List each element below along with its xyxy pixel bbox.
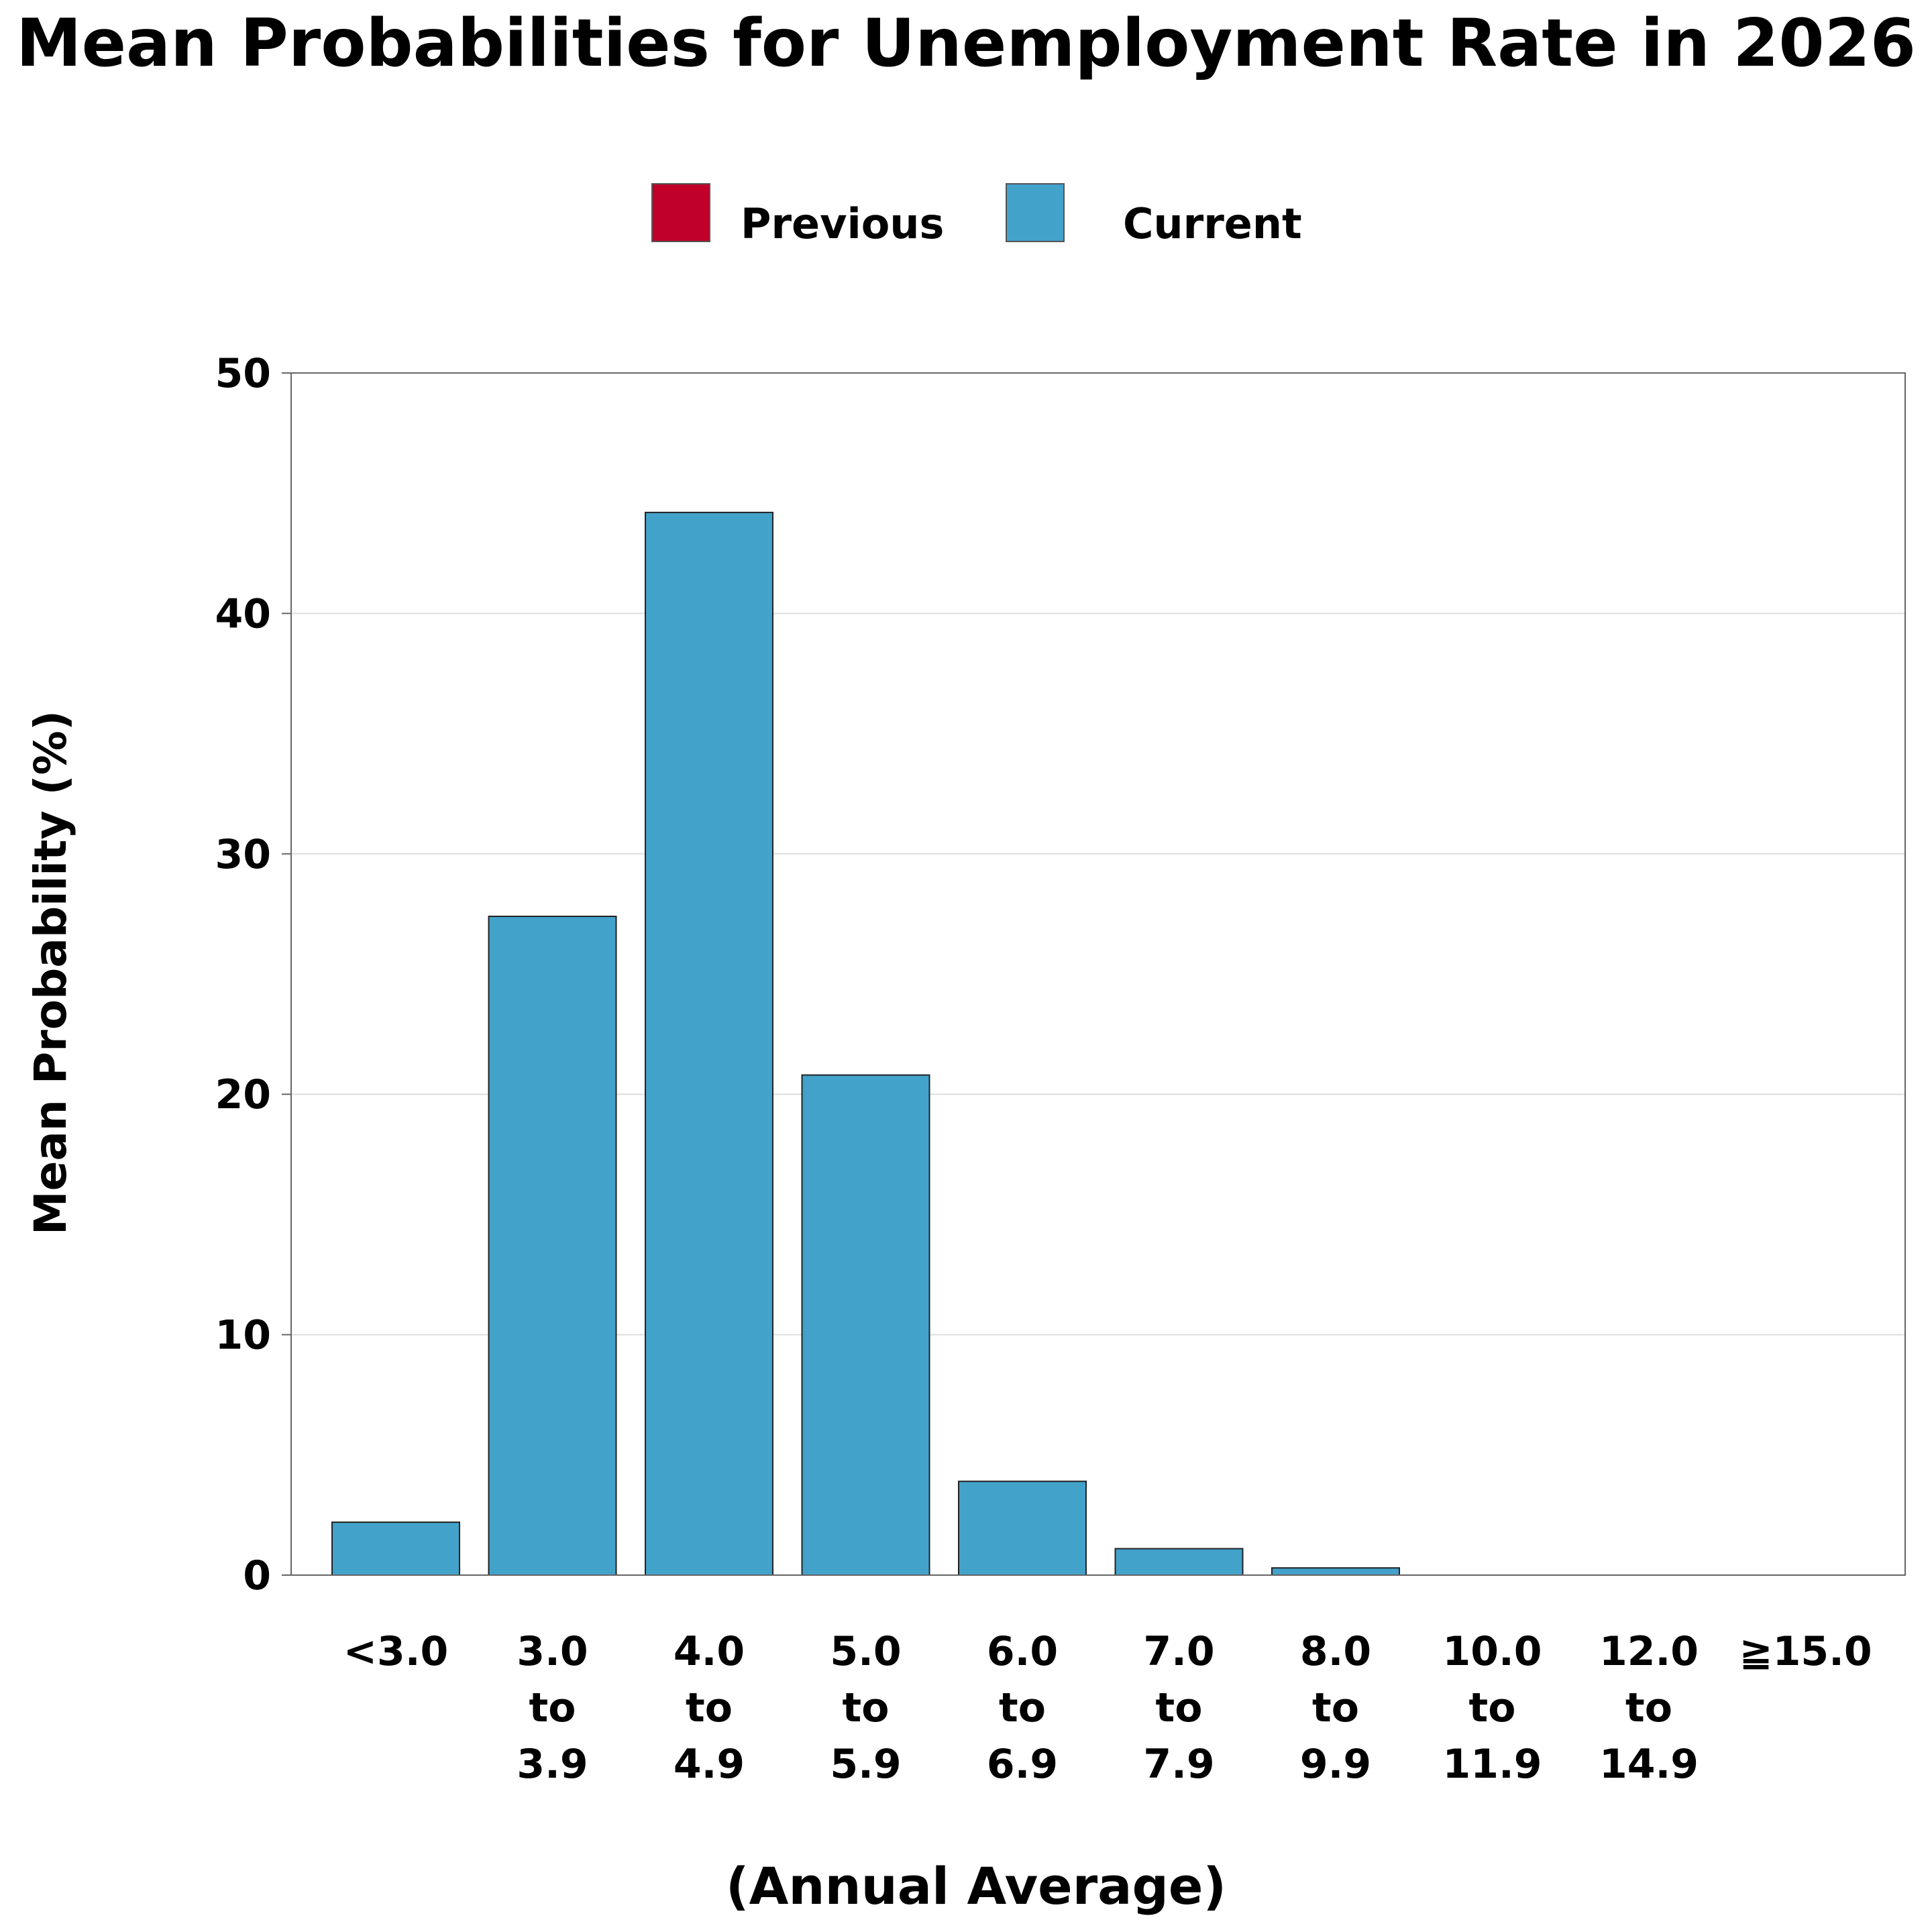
bar-current-0 — [331, 1521, 460, 1576]
x-category-line: 8.0 — [1300, 1628, 1371, 1675]
x-category-line: 11.9 — [1442, 1741, 1542, 1788]
plot-frame — [290, 372, 1906, 1576]
x-category-label: 10.0 to 11.9 — [1442, 1628, 1542, 1788]
x-category-label: 5.0 to 5.9 — [830, 1628, 901, 1788]
x-category-label: <3.0 — [343, 1628, 449, 1675]
x-category-line: 4.0 — [674, 1628, 745, 1675]
x-axis-label: (Annual Average) — [726, 1856, 1226, 1916]
y-axis-label: Mean Probability (%) — [25, 710, 76, 1235]
x-category-line: 5.9 — [830, 1741, 901, 1788]
bar-current-5 — [1114, 1548, 1244, 1576]
x-category-line: to — [1156, 1684, 1203, 1731]
bar-current-3 — [801, 1074, 930, 1576]
legend-label-previous: Previous — [741, 199, 944, 248]
legend-swatch-previous — [651, 183, 710, 242]
x-category-line: 3.0 — [517, 1628, 588, 1675]
x-category-line: 3.9 — [517, 1741, 588, 1788]
y-tick-label: 20 — [215, 1071, 272, 1118]
x-category-line: ≧15.0 — [1739, 1628, 1872, 1675]
x-category-label: ≧15.0 — [1739, 1628, 1872, 1675]
x-category-line: 9.9 — [1300, 1741, 1371, 1788]
x-category-label: 7.0 to 7.9 — [1143, 1628, 1214, 1788]
x-category-line: 5.0 — [830, 1628, 901, 1675]
x-category-line: <3.0 — [343, 1628, 449, 1675]
x-category-line: 4.9 — [674, 1741, 745, 1788]
x-category-line: 10.0 — [1442, 1628, 1542, 1675]
y-tick-label: 10 — [215, 1312, 272, 1359]
y-tick-label: 30 — [215, 831, 272, 878]
legend-swatch-current — [1006, 183, 1065, 242]
x-category-line: to — [1469, 1684, 1516, 1731]
y-tick-label: 40 — [215, 590, 272, 637]
y-tick-label: 50 — [215, 350, 272, 397]
bar-current-6 — [1271, 1567, 1400, 1576]
x-category-line: 6.9 — [987, 1741, 1058, 1788]
x-category-label: 8.0 to 9.9 — [1300, 1628, 1371, 1788]
x-axis-categories: <3.0 3.0 to 3.9 4.0 to 4.9 5.0 to 5.9 6.0 to 6.9 7.0 t… — [343, 1628, 1872, 1788]
x-category-line: to — [999, 1684, 1046, 1731]
x-category-label: 4.0 to 4.9 — [674, 1628, 745, 1788]
bar-current-4 — [958, 1481, 1087, 1576]
x-category-line: to — [843, 1684, 890, 1731]
x-category-line: 12.0 — [1599, 1628, 1699, 1675]
x-category-line: to — [1312, 1684, 1359, 1731]
x-category-line: 7.0 — [1143, 1628, 1214, 1675]
x-category-line: to — [1625, 1684, 1672, 1731]
legend: Previous Current — [651, 183, 1302, 248]
y-tick-label: 0 — [243, 1552, 271, 1599]
chart-title: Mean Probabilities for Unemployment Rate… — [16, 5, 1916, 82]
bar-current-2 — [645, 511, 773, 1576]
x-category-label: 6.0 to 6.9 — [987, 1628, 1058, 1788]
x-category-line: 7.9 — [1143, 1741, 1214, 1788]
bar-current-1 — [488, 915, 617, 1576]
y-axis-ticks: 0 10 20 30 40 50 — [215, 350, 291, 1599]
x-category-label: 12.0 to 14.9 — [1599, 1628, 1699, 1788]
x-category-line: to — [529, 1684, 576, 1731]
bars — [331, 511, 1400, 1576]
legend-label-current: Current — [1123, 199, 1302, 248]
x-category-line: to — [686, 1684, 733, 1731]
x-category-line: 14.9 — [1599, 1741, 1699, 1788]
x-category-label: 3.0 to 3.9 — [517, 1628, 588, 1788]
x-category-line: 6.0 — [987, 1628, 1058, 1675]
